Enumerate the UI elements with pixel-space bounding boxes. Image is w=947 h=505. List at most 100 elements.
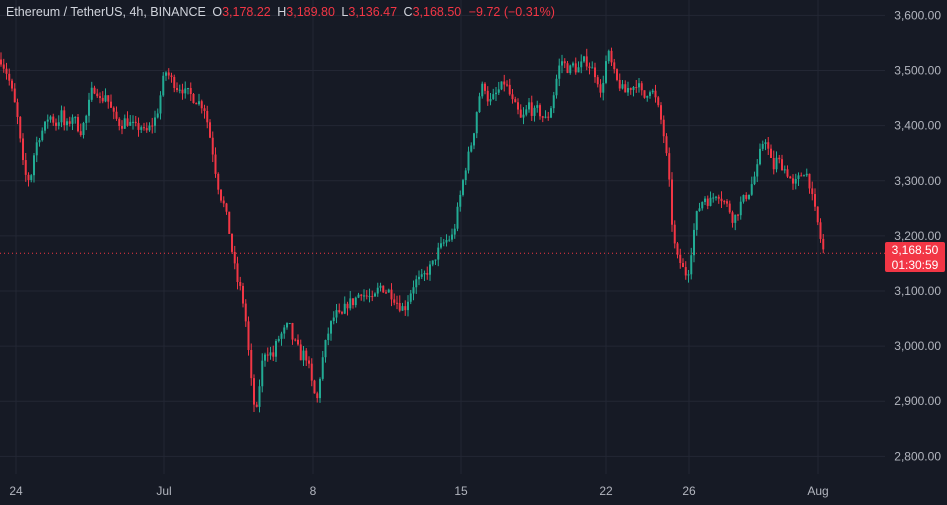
candle-body xyxy=(613,62,616,70)
candle-body xyxy=(561,61,563,66)
candle-body xyxy=(79,131,82,136)
x-tick-label: Aug xyxy=(807,484,828,498)
candle-body xyxy=(792,178,794,184)
current-price-value: 3,168.50 xyxy=(891,243,939,257)
candle-body xyxy=(572,63,574,66)
candle-body xyxy=(341,312,343,314)
candle-body xyxy=(27,174,30,180)
candle-body xyxy=(734,214,737,223)
candle-body xyxy=(671,179,673,225)
candle-body xyxy=(514,99,517,103)
candle-body xyxy=(71,117,74,124)
candle-body xyxy=(198,101,200,105)
candle-body xyxy=(470,145,473,152)
candle-body xyxy=(473,133,475,146)
candle-body xyxy=(390,289,393,300)
candle-body xyxy=(770,148,772,158)
open-value: 3,178.22 xyxy=(222,5,271,19)
high-value: 3,189.80 xyxy=(286,5,335,19)
open-label: O xyxy=(212,5,223,19)
candle-body xyxy=(814,194,816,207)
candle-body xyxy=(66,121,68,126)
candle-body xyxy=(239,281,242,286)
candle-body xyxy=(38,140,41,143)
candle-body xyxy=(462,180,464,195)
candle-body xyxy=(475,112,478,134)
candle-body xyxy=(77,117,79,132)
candle-body xyxy=(398,303,401,311)
candle-body xyxy=(412,287,415,294)
symbol-label[interactable]: Ethereum / TetherUS, 4h, BINANCE xyxy=(6,5,206,19)
candle-body xyxy=(794,178,797,184)
candle-body xyxy=(451,234,453,240)
candle-body xyxy=(803,175,805,177)
candle-body xyxy=(420,274,423,277)
candle-body xyxy=(646,95,649,98)
candle-body xyxy=(173,76,176,88)
candle-body xyxy=(363,295,365,297)
candle-body xyxy=(709,197,712,206)
candle-body xyxy=(19,116,22,139)
candle-body xyxy=(781,159,783,171)
y-tick-label: 2,900.00 xyxy=(894,394,941,408)
candle-body xyxy=(0,59,2,65)
candle-body xyxy=(308,360,310,364)
candle-body xyxy=(129,121,132,126)
candle-body xyxy=(82,122,85,136)
candle-body xyxy=(786,169,789,177)
candle-body xyxy=(57,122,60,126)
candle-body xyxy=(783,169,786,171)
candle-body xyxy=(68,121,71,124)
candle-body xyxy=(665,136,668,154)
candle-body xyxy=(170,75,173,77)
x-tick-label: 22 xyxy=(599,484,613,498)
candle-body xyxy=(13,88,16,103)
candle-body xyxy=(132,121,134,123)
candle-body xyxy=(737,214,739,216)
time-axis[interactable]: 24 Jul 8 15 22 26 Aug xyxy=(9,484,828,498)
candle-body xyxy=(49,116,52,120)
candle-body xyxy=(401,306,404,311)
candle-body xyxy=(242,285,244,304)
y-tick-label: 3,100.00 xyxy=(894,284,941,298)
price-axis[interactable]: 3,600.00 3,500.00 3,400.00 3,300.00 3,200.00… xyxy=(894,8,941,463)
candle-body xyxy=(376,287,379,294)
candle-body xyxy=(467,151,470,171)
candle-body xyxy=(440,243,442,248)
candle-body xyxy=(343,303,346,314)
candle-body xyxy=(541,116,544,118)
grid-lines xyxy=(0,0,885,474)
candle-body xyxy=(297,339,299,345)
candle-body xyxy=(195,103,198,105)
y-tick-label: 3,000.00 xyxy=(894,339,941,353)
candle-body xyxy=(360,294,363,296)
candle-body xyxy=(726,201,728,204)
candle-body xyxy=(178,89,181,91)
candle-body xyxy=(286,323,288,328)
candle-body xyxy=(651,90,654,93)
candle-body xyxy=(280,333,283,339)
candle-body xyxy=(503,81,506,85)
candle-body xyxy=(275,341,277,357)
candle-body xyxy=(547,116,550,118)
candle-body xyxy=(822,238,825,250)
candle-body xyxy=(772,157,775,170)
current-price-tag: 3,168.50 01:30:59 xyxy=(885,242,945,272)
candle-body xyxy=(481,83,484,97)
candle-body xyxy=(11,80,13,89)
candle-body xyxy=(167,72,170,76)
high-label: H xyxy=(277,5,287,19)
candle-body xyxy=(313,380,316,394)
candle-body xyxy=(739,201,742,216)
candle-body xyxy=(761,144,764,149)
candle-body xyxy=(811,188,814,195)
candle-body xyxy=(2,64,5,69)
candle-body xyxy=(624,84,627,93)
candle-body xyxy=(415,279,418,288)
candle-body xyxy=(354,297,357,306)
candle-body xyxy=(332,317,335,322)
candle-body xyxy=(258,386,261,407)
candle-body xyxy=(349,298,352,309)
candle-body xyxy=(264,354,266,361)
